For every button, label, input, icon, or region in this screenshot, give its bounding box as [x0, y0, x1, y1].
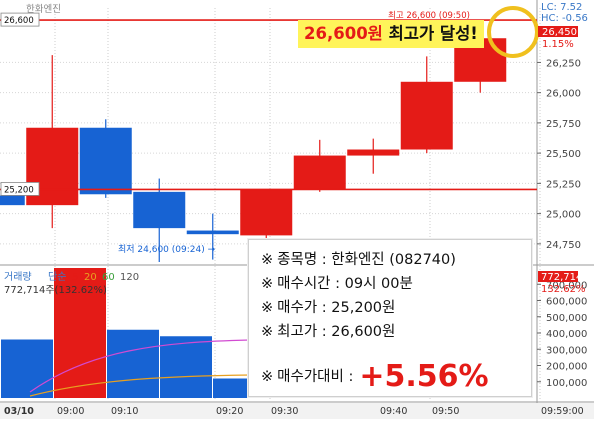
ma-5-curve [29, 339, 251, 393]
x-tick-label: 09:10 [111, 406, 138, 417]
new-high-callout: 26,600원 최고가 달성! [298, 20, 484, 48]
info-diff-row: ※ 매수가대비 : +5.56% [261, 360, 519, 394]
volume-ma-period: 5 [72, 272, 78, 283]
x-tick-label: 03/10 [4, 406, 34, 417]
highlight-circle [487, 6, 539, 58]
lc-label: LC: 7.52 [541, 2, 582, 13]
volume-tick-label: 500,000 [546, 313, 587, 324]
y-tick-label: 26,250 [546, 58, 581, 69]
y-tick-label: 24,750 [546, 240, 581, 251]
price-label-box [538, 26, 578, 37]
stock-name-label: 한화엔진 [26, 4, 61, 15]
ma-20-curve [29, 374, 251, 397]
candle-body [0, 195, 25, 206]
volume-label-box [538, 271, 578, 282]
info-stock-row: ※ 종목명 : 한화엔진 (082740) [261, 248, 519, 272]
volume-bar [54, 268, 106, 398]
reference-label-box [0, 12, 40, 27]
note-mark: ※ [261, 252, 274, 268]
y-tick-label: 25,750 [546, 119, 581, 130]
y-tick-label: 25,250 [546, 179, 581, 190]
reference-label-box [0, 182, 40, 196]
x-tick-label: 09:20 [216, 406, 243, 417]
y-tick-label: 25,000 [546, 210, 581, 221]
note-mark: ※ [261, 324, 274, 340]
high-marker-label: 최고 26,600 (09:50) [388, 10, 470, 21]
callout-price: 26,600원 [304, 24, 383, 43]
volume-tick-label: 200,000 [546, 362, 587, 373]
info-high-price-row: ※ 최고가 : 26,600원 [261, 320, 519, 344]
callout-text: 최고가 달성! [382, 24, 478, 43]
volume-summary: 772,714주(132.62%) [4, 285, 107, 296]
candle-body [347, 149, 400, 156]
candle-body [79, 127, 132, 195]
pct-label: 1.15% [542, 39, 574, 50]
volume-tick-label: 700,000 [546, 280, 587, 291]
volume-bar [160, 336, 212, 398]
volume-tick-label: 400,000 [546, 329, 587, 340]
info-buy-time-row: ※ 매수시간 : 09시 00분 [261, 272, 519, 296]
volume-tick-label: 600,000 [546, 297, 587, 308]
info-diff-label: 매수가대비 : [277, 369, 354, 385]
volume-ma-period: 120 [120, 272, 139, 283]
info-high-price: 최고가 : 26,600원 [277, 324, 396, 340]
volume-legend-name: 거래량 [4, 271, 32, 283]
info-buy-price-row: ※ 매수가 : 25,200원 [261, 296, 519, 320]
reference-label: 25,200 [4, 185, 34, 195]
volume-ma-label: 단순 [48, 271, 66, 283]
note-mark: ※ [261, 300, 274, 316]
candle-body [186, 230, 239, 235]
note-mark: ※ [261, 276, 274, 292]
candle-body [293, 155, 346, 190]
x-tick-label: 09:59:00 [541, 406, 584, 417]
price-label: 26,450 [542, 27, 577, 38]
volume-bar [107, 329, 159, 398]
trade-info-box: ※ 종목명 : 한화엔진 (082740) ※ 매수시간 : 09시 00분 ※ 매수… [248, 239, 532, 397]
volume-value-label: 772,714 [541, 272, 582, 283]
info-stock: 종목명 : 한화엔진 (082740) [277, 252, 456, 268]
info-diff-value: +5.56% [359, 359, 489, 394]
info-buy-price: 매수가 : 25,200원 [277, 300, 396, 316]
y-tick-label: 25,500 [546, 149, 581, 160]
x-tick-label: 09:30 [271, 406, 298, 417]
info-buy-time: 매수시간 : 09시 00분 [277, 276, 413, 292]
hc-label: HC: -0.56 [541, 13, 588, 24]
candle-body [240, 189, 293, 236]
x-tick-label: 09:00 [57, 406, 84, 417]
reference-label: 26,600 [4, 16, 34, 26]
x-tick-label: 09:40 [380, 406, 407, 417]
x-tick-label: 09:50 [432, 406, 459, 417]
y-tick-label: 26,000 [546, 89, 581, 100]
volume-tick-label: 100,000 [546, 378, 587, 389]
volume-tick-label: 300,000 [546, 345, 587, 356]
volume-ma-period: 20 [84, 272, 97, 283]
candle-body [400, 81, 453, 150]
low-marker-label: 최저 24,600 (09:24) → [118, 244, 216, 255]
note-mark: ※ [261, 369, 274, 385]
volume-pct-label: 132.62% [541, 284, 586, 295]
x-axis-band [0, 403, 594, 419]
volume-bar [1, 339, 53, 398]
volume-ma-period: 60 [102, 272, 115, 283]
candle-body [133, 191, 186, 229]
